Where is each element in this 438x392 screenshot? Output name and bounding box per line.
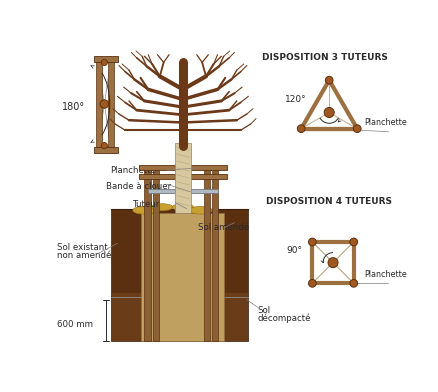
Text: DISPOSITION 4 TUTEURS: DISPOSITION 4 TUTEURS xyxy=(266,197,392,206)
Circle shape xyxy=(350,279,357,287)
Bar xyxy=(175,143,191,212)
Bar xyxy=(94,147,118,152)
Bar xyxy=(111,294,248,341)
Bar xyxy=(148,189,218,193)
Circle shape xyxy=(324,107,334,118)
Bar xyxy=(212,166,218,341)
Circle shape xyxy=(328,258,338,268)
Circle shape xyxy=(297,125,305,132)
Circle shape xyxy=(100,100,109,108)
Text: 90°: 90° xyxy=(287,246,303,255)
Bar xyxy=(139,165,227,170)
Text: Planchette: Planchette xyxy=(364,270,406,279)
Text: non amendé: non amendé xyxy=(57,251,112,260)
Circle shape xyxy=(101,59,107,65)
Ellipse shape xyxy=(172,204,194,211)
Ellipse shape xyxy=(151,204,173,211)
Bar xyxy=(153,166,159,341)
Circle shape xyxy=(350,238,357,246)
Bar xyxy=(139,174,227,180)
Text: Bande à clouer: Bande à clouer xyxy=(106,182,171,191)
Ellipse shape xyxy=(189,207,212,214)
Bar xyxy=(108,61,114,147)
Text: 180°: 180° xyxy=(62,102,85,112)
Text: Planchette: Planchette xyxy=(110,166,156,175)
Bar xyxy=(141,212,224,341)
Bar xyxy=(204,166,210,341)
Bar xyxy=(111,209,248,341)
Bar xyxy=(94,56,118,62)
Text: 120°: 120° xyxy=(285,95,307,104)
Text: Sol amendé: Sol amendé xyxy=(198,223,250,232)
Text: Planchette: Planchette xyxy=(364,118,406,127)
Circle shape xyxy=(308,238,316,246)
Bar xyxy=(145,166,151,341)
Text: Tuteur: Tuteur xyxy=(133,200,160,209)
Text: Sol existant: Sol existant xyxy=(57,243,108,252)
Text: décompacté: décompacté xyxy=(258,314,311,323)
Circle shape xyxy=(325,76,333,84)
Circle shape xyxy=(353,125,361,132)
Text: DISPOSITION 3 TUTEURS: DISPOSITION 3 TUTEURS xyxy=(262,53,388,62)
Ellipse shape xyxy=(133,207,156,214)
Text: 600 mm: 600 mm xyxy=(57,320,93,329)
Circle shape xyxy=(308,279,316,287)
Bar xyxy=(96,61,102,147)
Text: Sol: Sol xyxy=(258,306,271,315)
Circle shape xyxy=(101,143,107,149)
